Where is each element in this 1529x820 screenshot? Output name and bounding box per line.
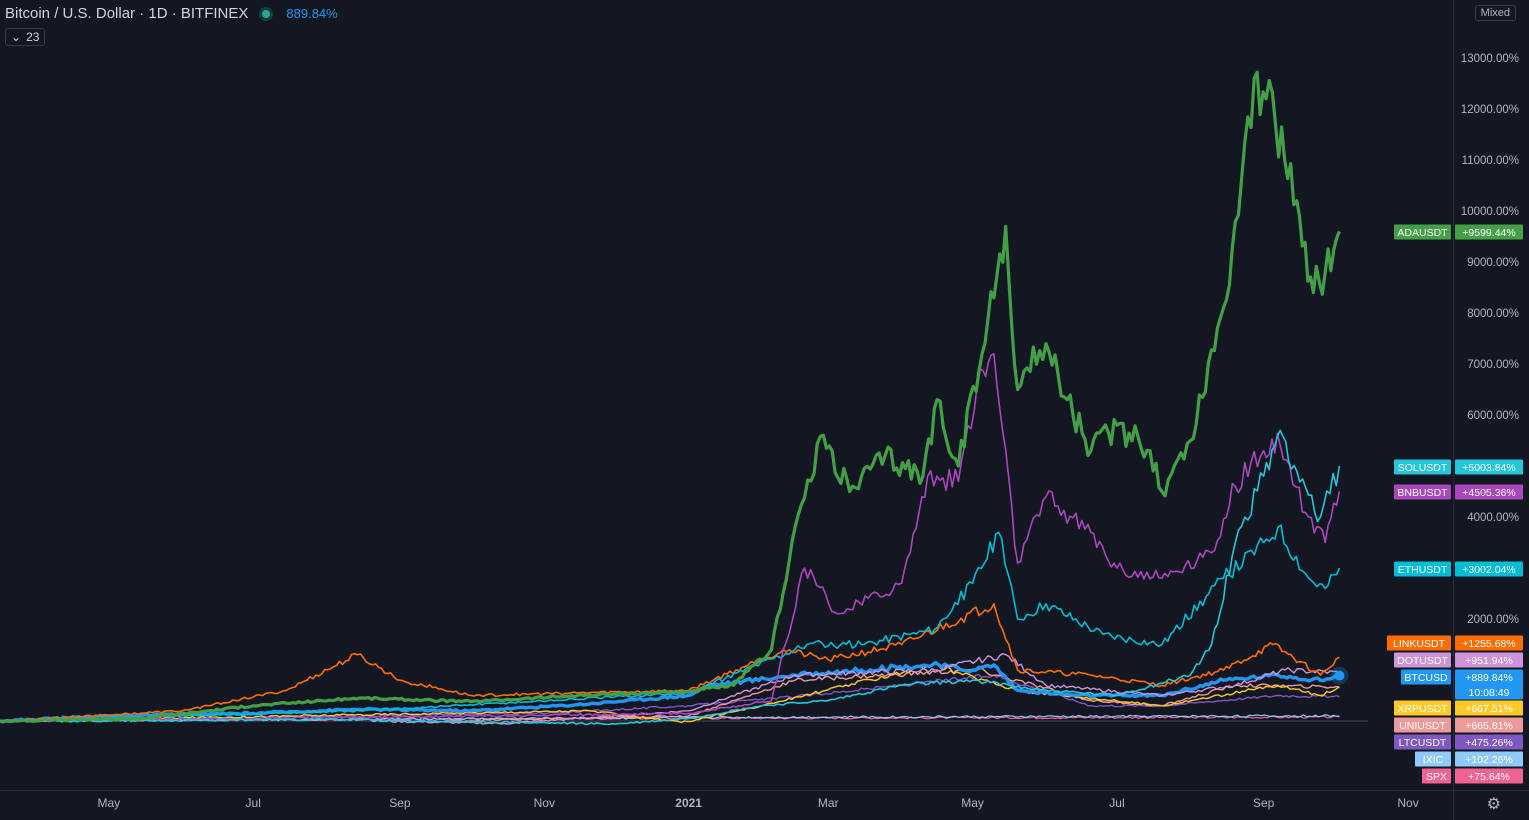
series-value-tag: +9599.44% [1462,227,1515,239]
y-tick-label: 10000.00% [1461,206,1519,218]
series-name-tag[interactable]: ETHUSDT [1398,564,1448,576]
series-value-tag-bg [1455,734,1523,750]
series-value-tag: +1255.68% [1462,638,1515,650]
x-tick-label: Sep [389,796,411,810]
x-tick-label: 2021 [675,796,702,810]
market-status-icon [262,9,271,18]
series-name-tag[interactable]: ADAUSDT [1397,227,1448,239]
x-tick-label: Jul [1109,796,1124,810]
series-value-tag-bg [1455,669,1523,700]
collapse-indicators-button[interactable]: ⌄ 23 [5,28,46,46]
series-value-tag: +75.64% [1468,771,1510,783]
series-line-adausdt [0,70,1341,723]
x-tick-label: Mar [818,796,839,810]
series-value-tag-bg [1455,484,1523,500]
series-name-tag-bg [1394,717,1451,733]
series-line-bnbusdt [0,353,1341,723]
y-tick-label: 9000.00% [1467,257,1519,269]
series-name-tag-bg [1394,224,1451,240]
series-value-tag-bg [1455,224,1523,240]
chevron-down-icon: ⌄ [11,30,22,44]
x-tick-label: Nov [1397,796,1418,810]
series-name-tag[interactable]: LINKUSDT [1393,638,1446,650]
x-tick-label: May [98,796,121,810]
series-name-tag-bg [1394,700,1451,716]
series-value-tag-bg [1455,768,1523,784]
series-value-tag-bg [1455,700,1523,716]
series-name-tag-bg [1387,635,1451,651]
x-tick-label: May [961,796,984,810]
series-name-tag[interactable]: LTCUSDT [1399,737,1447,749]
series-value-tag-bg [1455,561,1523,577]
x-tick-label: Sep [1253,796,1275,810]
y-tick-label: 7000.00% [1467,359,1519,371]
series-value-tag-bg [1455,751,1523,767]
y-tick-label: 2000.00% [1467,614,1519,626]
series-line-ethusdt [0,524,1341,723]
series-name-tag-bg [1394,484,1451,500]
series-line-solusdt [58,429,1341,726]
series-value-tag: +475.26% [1465,737,1513,749]
series-name-tag[interactable]: BTCUSD [1404,672,1448,684]
series-name-tag-bg [1394,652,1451,668]
series-value-tag: +3002.04% [1462,564,1515,576]
series-value-tag: +667.51% [1465,703,1513,715]
indicator-count: 23 [26,30,40,44]
series-name-tag[interactable]: BNBUSDT [1397,487,1448,499]
btc-countdown-label: 10:08:49 [1469,687,1510,699]
x-tick-label: Jul [246,796,261,810]
series-name-tag[interactable]: UNIUSDT [1399,720,1446,732]
series-value-tag: +102.26% [1465,754,1513,766]
series-name-tag-bg [1394,561,1451,577]
price-change-value: 889.84% [286,6,338,21]
y-tick-label: 4000.00% [1467,512,1519,524]
series-name-tag[interactable]: SOLUSDT [1398,462,1448,474]
y-tick-label: 11000.00% [1462,155,1519,167]
series-value-tag-bg [1455,717,1523,733]
btc-last-point-marker [1334,670,1345,681]
series-name-tag[interactable]: SPX [1426,771,1447,783]
gear-icon[interactable]: ⚙ [1486,796,1501,813]
series-name-tag[interactable]: DOTUSDT [1397,655,1448,667]
series-name-tag-bg [1415,751,1451,767]
symbol-title[interactable]: Bitcoin / U.S. Dollar · 1D · BITFINEX [5,5,249,22]
x-tick-label: Nov [534,796,555,810]
symbol-legend: Bitcoin / U.S. Dollar · 1D · BITFINEX 88… [5,5,338,22]
y-tick-label: 12000.00% [1461,104,1519,116]
series-value-tag-bg [1455,652,1523,668]
series-name-tag-bg [1394,734,1451,750]
series-value-tag-bg [1455,635,1523,651]
series-name-tag-bg [1394,459,1451,475]
series-value-tag: +4505.36% [1462,487,1515,499]
scale-mode-button[interactable]: Mixed [1474,5,1516,21]
series-line-btcusd [0,660,1340,724]
series-value-tag: +889.84% [1465,672,1513,684]
y-tick-label: 6000.00% [1467,410,1519,422]
series-line-linkusdt [0,602,1340,722]
series-value-tag-bg [1455,459,1523,475]
y-tick-label: 13000.00% [1461,53,1519,65]
series-name-tag[interactable]: XRPUSDT [1397,703,1448,715]
series-name-tag[interactable]: IXIC [1423,754,1444,766]
series-value-tag: +5003.84% [1462,462,1515,474]
series-name-tag-bg [1422,768,1451,784]
y-tick-label: 8000.00% [1467,308,1519,320]
series-name-tag-bg [1401,669,1451,685]
series-value-tag: +951.94% [1465,655,1513,667]
series-line-dotusdt [371,652,1340,725]
series-value-tag: +665.81% [1465,720,1513,732]
